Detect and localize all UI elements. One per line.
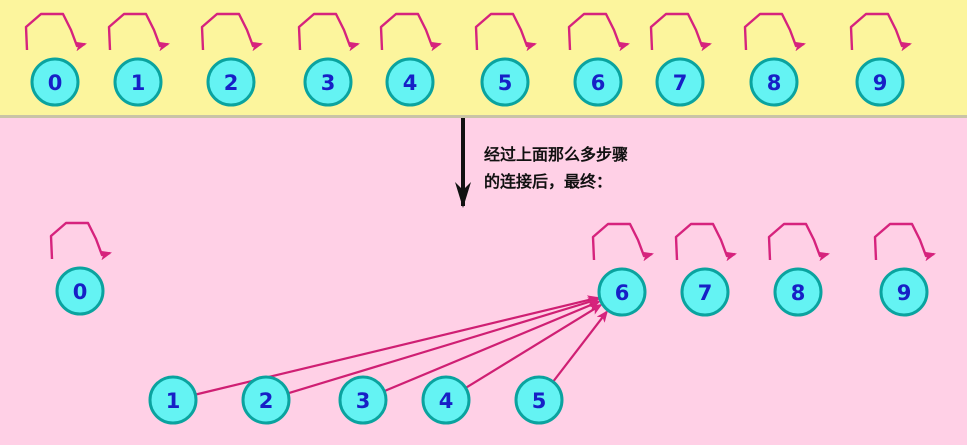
final-nodes: 0 6 7 8 9 1 2 3 4 5 — [49, 221, 936, 425]
root-node-label-6: 6 — [615, 281, 630, 305]
initial-node-label-3: 3 — [321, 71, 336, 95]
initial-node-label-5: 5 — [498, 71, 513, 95]
child-node-2 — [241, 375, 291, 425]
child-node-label-2: 2 — [259, 389, 274, 413]
self-loop-before-0 — [24, 12, 87, 52]
initial-node-2 — [206, 57, 256, 107]
self-loop-before-7 — [649, 12, 712, 52]
self-loop-before-9 — [849, 12, 912, 52]
self-loop-after-8 — [767, 222, 830, 262]
initial-nodes: 0 1 2 3 4 5 6 7 8 9 — [24, 12, 912, 107]
child-node-label-1: 1 — [166, 389, 181, 413]
child-node-label-4: 4 — [439, 389, 454, 413]
root-node-9 — [879, 267, 929, 317]
child-node-5 — [514, 375, 564, 425]
self-loop-before-5 — [474, 12, 537, 52]
self-loop-before-1 — [107, 12, 170, 52]
initial-node-label-1: 1 — [131, 71, 146, 95]
root-node-6 — [597, 267, 647, 317]
initial-node-1 — [113, 57, 163, 107]
initial-node-7 — [655, 57, 705, 107]
self-loop-after-0 — [49, 221, 112, 261]
edge-3-to-6 — [383, 300, 601, 393]
initial-node-0 — [30, 57, 80, 107]
root-node-8 — [773, 267, 823, 317]
initial-node-label-9: 9 — [873, 71, 888, 95]
root-node-label-0: 0 — [73, 280, 88, 304]
root-node-label-7: 7 — [698, 281, 713, 305]
child-node-label-3: 3 — [356, 389, 371, 413]
initial-node-5 — [480, 57, 530, 107]
transition-arrow — [455, 118, 471, 208]
root-node-0 — [55, 266, 105, 316]
initial-node-label-6: 6 — [591, 71, 606, 95]
self-loop-before-3 — [297, 12, 360, 52]
root-node-label-8: 8 — [791, 281, 806, 305]
initial-node-label-7: 7 — [673, 71, 688, 95]
initial-node-8 — [749, 57, 799, 107]
root-node-label-9: 9 — [897, 281, 912, 305]
self-loop-before-2 — [200, 12, 263, 52]
self-loop-before-4 — [379, 12, 442, 52]
self-loop-after-7 — [674, 222, 737, 262]
root-node-7 — [680, 267, 730, 317]
self-loop-after-9 — [873, 222, 936, 262]
initial-node-label-4: 4 — [403, 71, 418, 95]
child-node-label-5: 5 — [532, 389, 547, 413]
caption-line-1: 经过上面那么多步骤 — [484, 145, 628, 164]
caption-line-2: 的连接后，最终： — [484, 172, 612, 191]
child-node-3 — [338, 375, 388, 425]
self-loop-before-6 — [567, 12, 630, 52]
edge-5-to-6 — [552, 310, 608, 383]
edge-4-to-6 — [465, 304, 603, 389]
initial-node-label-0: 0 — [48, 71, 63, 95]
initial-node-6 — [573, 57, 623, 107]
self-loop-after-6 — [591, 222, 654, 262]
initial-node-label-2: 2 — [224, 71, 239, 95]
initial-node-9 — [855, 57, 905, 107]
child-node-1 — [148, 375, 198, 425]
initial-node-4 — [385, 57, 435, 107]
initial-node-3 — [303, 57, 353, 107]
child-node-4 — [421, 375, 471, 425]
edge-2-to-6 — [287, 297, 600, 395]
self-loop-before-8 — [743, 12, 806, 52]
initial-node-label-8: 8 — [767, 71, 782, 95]
